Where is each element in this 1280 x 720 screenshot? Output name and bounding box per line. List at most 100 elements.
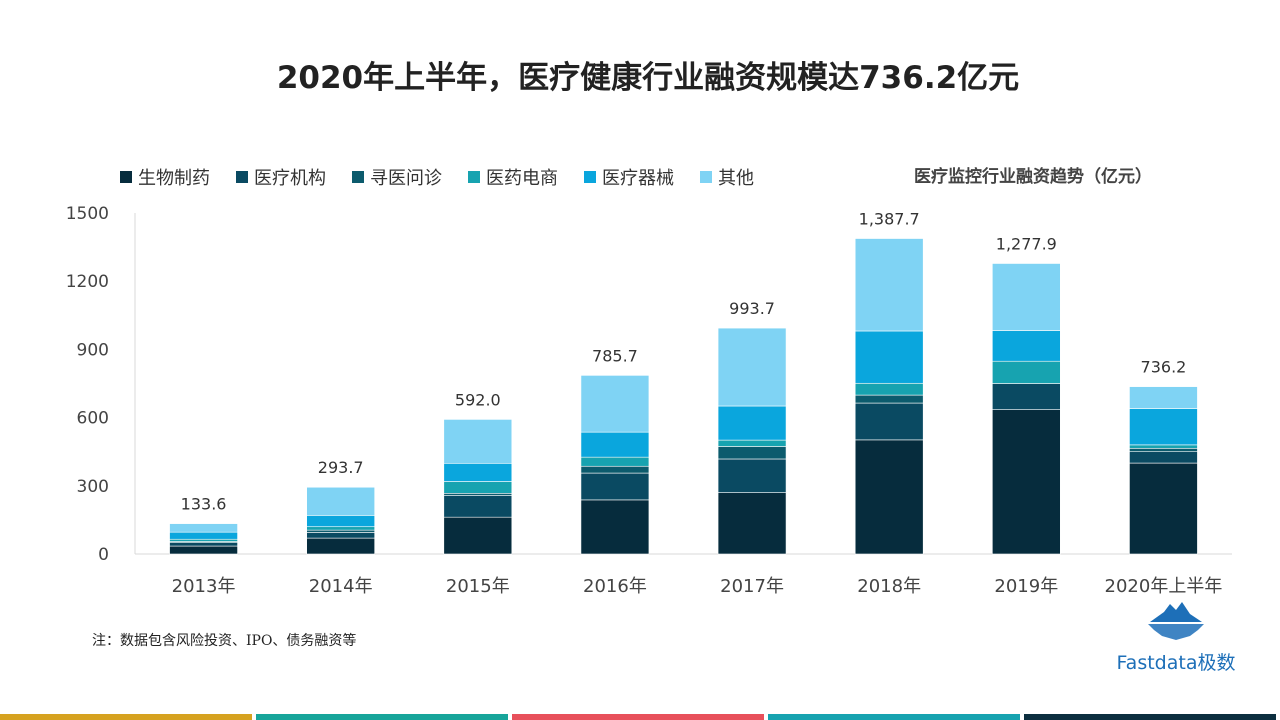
legend-label: 医药电商: [486, 168, 558, 189]
bar-segment: [717, 327, 787, 407]
bar-segment: [306, 486, 375, 516]
bar-segment: [306, 532, 375, 539]
legend-item-online-consult: 寻医问诊: [352, 164, 442, 190]
bar-total-label: 736.2: [1141, 358, 1187, 377]
bar-segment: [992, 330, 1061, 362]
iceberg-icon: [1146, 602, 1206, 640]
bar-segment: [992, 383, 1061, 410]
x-tick-label: 2020年上半年: [1105, 576, 1223, 597]
x-tick-label: 2014年: [309, 576, 373, 597]
bar-segment: [580, 431, 650, 458]
bar-segment: [306, 515, 375, 528]
strip-segment: [256, 714, 508, 720]
legend-label: 其他: [718, 168, 754, 189]
bar-segment: [854, 439, 924, 555]
bar-total-label: 993.7: [729, 299, 775, 318]
bar-segment: [854, 382, 924, 396]
bar-segment: [1129, 451, 1198, 464]
bar-segment: [580, 375, 650, 433]
bar-segment: [580, 456, 650, 467]
legend-item-medical-device: 医疗器械: [584, 164, 674, 190]
bar-segment: [443, 495, 513, 518]
page-title: 2020年上半年，医疗健康行业融资规模达736.2亿元: [276, 60, 1020, 96]
footnote: 注：数据包含风险投资、IPO、债务融资等: [92, 633, 357, 649]
strip-segment: [0, 714, 252, 720]
x-tick-label: 2015年: [446, 576, 510, 597]
bar-segment: [1129, 444, 1198, 449]
bar-segment: [854, 402, 924, 441]
bar-segment: [1129, 462, 1198, 555]
y-tick-label: 900: [77, 340, 109, 360]
legend-label: 寻医问诊: [370, 168, 442, 189]
bar-segment: [992, 360, 1061, 384]
bar-segment: [169, 523, 238, 533]
bar-segment: [992, 409, 1061, 555]
bar-segment: [443, 493, 513, 496]
y-tick-label: 300: [77, 477, 109, 497]
bar-total-label: 1,387.7: [859, 210, 920, 229]
bar-segment: [717, 492, 787, 555]
strip-segment: [1024, 714, 1276, 720]
bottom-color-strip: [0, 714, 1280, 720]
bar-segment: [717, 439, 787, 447]
bar-segment: [1129, 408, 1198, 446]
bar-segment: [580, 499, 650, 555]
strip-segment: [512, 714, 764, 720]
bar-segment: [169, 542, 238, 547]
bar-segment: [443, 481, 513, 494]
bar-segment: [306, 526, 375, 531]
x-tick-label: 2013年: [172, 576, 236, 597]
bar-segment: [992, 263, 1061, 331]
bar-segment: [1129, 386, 1198, 409]
bar-segment: [169, 531, 238, 540]
bar-total-label: 133.6: [181, 495, 227, 514]
y-tick-label: 1500: [66, 204, 109, 224]
legend-swatch: [468, 171, 480, 183]
legend-item-other: 其他: [700, 164, 754, 190]
x-tick-label: 2017年: [720, 576, 784, 597]
bar-segment: [1129, 447, 1198, 453]
legend-item-pharma-ecommerce: 医药电商: [468, 164, 558, 190]
bar-segment: [854, 394, 924, 404]
legend-swatch: [120, 171, 132, 183]
y-tick-label: 0: [98, 545, 109, 565]
brand-logo: Fastdata极数: [1106, 600, 1246, 675]
legend-swatch: [352, 171, 364, 183]
bar-segment: [717, 446, 787, 460]
bar-segment: [717, 405, 787, 441]
legend-item-medical-institution: 医疗机构: [236, 164, 326, 190]
legend-swatch: [236, 171, 248, 183]
bar-segment: [854, 238, 924, 332]
bar-segment: [169, 545, 238, 555]
bar-segment: [169, 538, 238, 542]
chart-subtitle: 医疗监控行业融资趋势（亿元）: [914, 167, 1152, 187]
bar-segment: [717, 458, 787, 493]
y-tick-label: 1200: [66, 272, 109, 292]
bar-segment: [854, 330, 924, 384]
x-tick-label: 2018年: [857, 576, 921, 597]
bar-segment: [580, 472, 650, 501]
bar-segment: [306, 537, 375, 555]
bar-segment: [306, 529, 375, 533]
bar-segment: [443, 419, 513, 464]
strip-segment: [768, 714, 1020, 720]
bar-segment: [580, 465, 650, 474]
legend-label: 医疗器械: [602, 168, 674, 189]
bar-total-label: 293.7: [318, 458, 364, 477]
x-tick-label: 2016年: [583, 576, 647, 597]
bar-total-label: 1,277.9: [996, 234, 1057, 253]
legend-label: 生物制药: [138, 168, 210, 189]
bar-segment: [443, 516, 513, 555]
bar-total-label: 592.0: [455, 390, 501, 409]
legend-label: 医疗机构: [254, 168, 326, 189]
y-tick-label: 600: [77, 409, 109, 429]
legend-swatch: [700, 171, 712, 183]
legend-item-biopharma: 生物制药: [120, 164, 210, 190]
bar-segment: [443, 462, 513, 482]
chart-legend: 生物制药 医疗机构 寻医问诊 医药电商 医疗器械 其他: [120, 164, 780, 190]
legend-swatch: [584, 171, 596, 183]
bar-total-label: 785.7: [592, 346, 638, 365]
x-tick-label: 2019年: [994, 576, 1058, 597]
brand-name: Fastdata极数: [1116, 652, 1236, 674]
